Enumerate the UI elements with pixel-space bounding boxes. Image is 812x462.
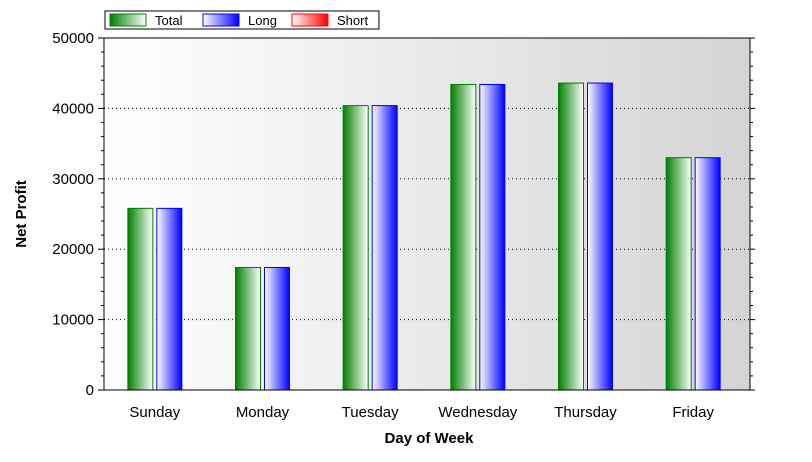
y-tick-label-5: 50000	[52, 30, 94, 47]
bar-total-sunday	[127, 207, 154, 391]
axes: 0 10000 20000 30000 40000 50000 Sunday Monday Tu…	[52, 30, 755, 421]
plot-frame	[103, 37, 751, 391]
legend-swatch-short	[291, 13, 329, 27]
bar-long-sunday	[156, 207, 183, 391]
bars	[127, 82, 721, 391]
bar-total-monday	[235, 267, 261, 391]
plot-area	[104, 38, 750, 390]
legend-swatch-total	[109, 13, 147, 27]
x-tick-label-monday: Monday	[236, 404, 290, 421]
x-tick-label-thursday: Thursday	[554, 404, 617, 421]
x-tick-label-friday: Friday	[672, 404, 714, 421]
y-axis-title: Net Profit	[13, 180, 30, 248]
x-tick-label-wednesday: Wednesday	[438, 404, 517, 421]
legend-swatch-long	[202, 13, 240, 27]
y-tick-label-4: 40000	[52, 100, 94, 117]
bar-total-wednesday	[450, 83, 477, 391]
legend-label-long: Long	[248, 13, 277, 28]
y-tick-label-1: 10000	[52, 312, 94, 329]
bar-long-friday	[694, 157, 721, 391]
bar-total-tuesday	[342, 105, 369, 391]
bar-long-wednesday	[479, 83, 506, 391]
y-tick-label-2: 20000	[52, 241, 94, 258]
bar-total-thursday	[558, 82, 584, 391]
legend-label-total: Total	[155, 13, 183, 28]
x-tick-label-sunday: Sunday	[129, 404, 180, 421]
legend: Total Long Short	[104, 10, 380, 30]
bar-long-tuesday	[371, 105, 398, 391]
legend-label-short: Short	[337, 13, 368, 28]
x-tick-label-tuesday: Tuesday	[342, 404, 399, 421]
bar-long-thursday	[587, 82, 613, 391]
bar-total-friday	[665, 157, 692, 391]
y-tick-label-3: 30000	[52, 171, 94, 188]
bar-long-monday	[264, 267, 290, 391]
y-tick-label-0: 0	[86, 382, 94, 399]
x-axis-title: Day of Week	[385, 430, 475, 447]
